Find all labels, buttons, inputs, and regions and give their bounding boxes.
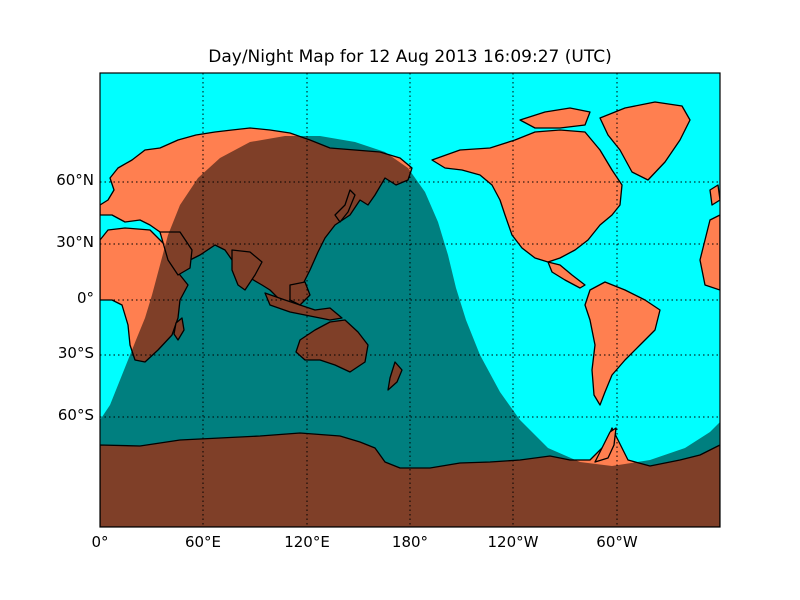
meridian-label: 180° [391,533,429,551]
map-title: Day/Night Map for 12 Aug 2013 16:09:27 (… [208,47,612,67]
meridian-label: 120°W [487,533,539,551]
landmass-arctic-islands [519,107,591,129]
meridian-label: 0° [91,533,109,551]
landmass-south-america [584,281,661,406]
landmass-antarctic-peninsula [594,427,617,463]
map-frame [99,72,721,528]
parallel-label: 60°N [56,171,94,189]
parallel-label: 0° [76,289,94,307]
landmass-central-america [547,261,586,289]
landmass-north-america [431,129,623,263]
landmass-greenland [599,101,691,181]
parallel-label: 30°N [56,233,94,251]
landmass-britain [709,184,720,206]
landmass-west-africa-edge [699,214,720,291]
meridian-label: 60°E [184,533,222,551]
parallel-label: 30°S [57,344,94,362]
parallel-label: 60°S [57,406,94,424]
meridian-label: 60°W [596,533,638,551]
meridian-label: 120°E [284,533,330,551]
graticule [100,73,720,527]
night-shade [100,136,720,527]
